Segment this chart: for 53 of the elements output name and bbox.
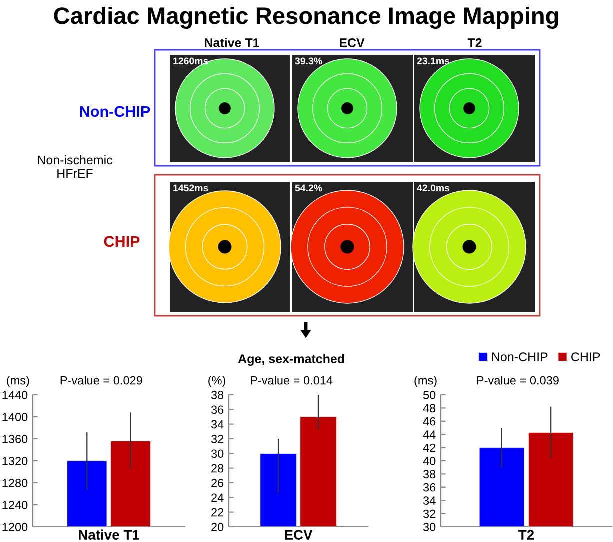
text: 42.0ms (417, 184, 450, 192)
text: Non-CHIP (80, 106, 150, 118)
text: 1452ms (174, 184, 208, 192)
y-tick-label: 30 (211, 450, 224, 458)
text: T2 (468, 38, 482, 48)
text: CHIP (104, 236, 140, 248)
y-tick-label: 1400 (2, 413, 28, 422)
x-tick-label: ECV (285, 530, 313, 540)
y-tick-label: 38 (423, 470, 436, 479)
y-tick-label: 1320 (2, 457, 28, 466)
y-tick-label: 32 (211, 435, 224, 444)
y-tick-label: 34 (423, 496, 436, 505)
y-axis-title: (ms) (7, 376, 30, 388)
y-tick-label: 1440 (2, 391, 28, 400)
y-tick-label: 24 (212, 494, 224, 502)
text: Non-ischemic HFrEF (38, 155, 113, 178)
y-tick-label: 1200 (2, 523, 28, 532)
x-tick-label: T2 (518, 530, 534, 540)
y-tick-label: 48 (423, 404, 436, 413)
y-tick-label: 20 (212, 523, 224, 532)
y-tick-label: 1280 (2, 479, 28, 488)
y-tick-label: 34 (211, 420, 224, 429)
y-tick-label: 26 (212, 479, 224, 488)
y-tick-label: 22 (212, 508, 224, 517)
text: P-value = 0.039 (477, 376, 559, 385)
text: 1260ms (174, 58, 208, 65)
text: Native T1 (205, 38, 260, 48)
text: 23.1ms (417, 58, 450, 65)
y-tick-label: 40 (423, 457, 436, 466)
y-tick-label: 36 (423, 483, 436, 492)
chart-subtitle: Age, sex-matched (238, 354, 344, 366)
x-tick-label: Native T1 (79, 530, 140, 540)
y-tick-label: 38 (211, 391, 224, 400)
text: 54.2% (295, 184, 322, 192)
y-tick-label: 1360 (2, 435, 28, 444)
y-tick-label: 28 (212, 464, 224, 473)
legend-label: Non-CHIP (492, 352, 548, 362)
y-tick-label: 1240 (2, 501, 28, 510)
y-axis-title: (ms) (414, 376, 437, 388)
y-tick-label: 42 (423, 444, 436, 452)
y-tick-label: 46 (423, 417, 436, 426)
text: ECV (340, 38, 365, 48)
text: 39.3% (295, 58, 322, 65)
legend-label: CHIP (572, 352, 600, 362)
text: P-value = 0.014 (251, 376, 333, 385)
y-tick-label: 50 (423, 391, 436, 400)
y-tick-label: 32 (423, 510, 436, 518)
text: P-value = 0.029 (60, 376, 142, 385)
y-tick-label: 36 (211, 406, 224, 414)
text: Cardiac Magnetic Resonance Image Mapping (54, 6, 558, 30)
y-tick-label: 44 (423, 430, 436, 439)
y-tick-label: 30 (423, 523, 436, 532)
y-axis-title: (%) (208, 376, 226, 388)
